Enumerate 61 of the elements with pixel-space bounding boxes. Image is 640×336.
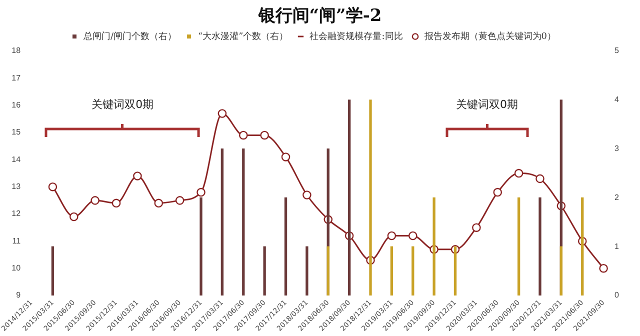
y2-tick-label: 3 <box>614 144 620 154</box>
chart-title: 银行间“闸”学-2 <box>257 5 383 27</box>
point <box>175 196 184 205</box>
bar <box>581 197 584 296</box>
bar <box>517 197 520 296</box>
y-tick-label: 17 <box>12 73 22 82</box>
y2-tick-label: 2 <box>614 192 620 202</box>
bar <box>326 246 330 296</box>
y2-tick-label: 0 <box>614 290 620 300</box>
bar <box>432 197 436 296</box>
bar <box>51 246 54 296</box>
bar <box>263 246 266 296</box>
point <box>281 152 290 162</box>
y-tick-label: 12 <box>12 209 22 218</box>
point <box>387 231 396 240</box>
bar <box>560 246 563 296</box>
bar <box>412 246 414 296</box>
y-tick-label: 10 <box>12 264 22 273</box>
point <box>112 198 121 208</box>
bar <box>220 148 224 296</box>
annotation: 关键词双0期 <box>456 98 518 112</box>
y-tick-label: 14 <box>12 154 22 164</box>
y-tick-label: 13 <box>12 182 22 192</box>
point <box>260 130 269 140</box>
legend-label: 总闸门/闸门个数（右） <box>82 30 177 42</box>
point <box>493 188 502 197</box>
point <box>238 130 248 140</box>
point <box>536 174 544 184</box>
point <box>196 188 206 197</box>
y-tick-label: 11 <box>12 236 22 246</box>
y2-tick-label: 4 <box>614 95 620 104</box>
bar <box>306 246 308 296</box>
legend-label: 社会融资规模存量:同比 <box>310 30 403 42</box>
y2-tick-label: 1 <box>614 242 620 251</box>
y-tick-label: 15 <box>12 128 22 137</box>
point <box>302 190 312 200</box>
point <box>472 223 481 232</box>
point <box>133 172 142 180</box>
point <box>599 264 608 273</box>
point <box>408 231 418 240</box>
bar <box>284 197 288 296</box>
legend-label: “大水漫灌”个数（右） <box>198 30 288 42</box>
bar <box>369 100 372 296</box>
y2-tick-label: 5 <box>614 46 620 56</box>
bar <box>538 197 542 296</box>
bar <box>454 246 457 296</box>
bar <box>348 100 351 296</box>
annotation: 关键词双0期 <box>92 98 154 112</box>
point <box>90 196 100 205</box>
legend-label: 报告发布期（黄色点关键词为0） <box>423 30 556 42</box>
bar <box>242 148 245 296</box>
bar <box>390 246 394 296</box>
bar <box>200 197 202 296</box>
point <box>514 168 524 178</box>
point <box>48 182 58 192</box>
point <box>70 212 78 222</box>
point <box>154 198 164 208</box>
y-tick-label: 9 <box>16 290 22 300</box>
point <box>218 109 227 118</box>
y-tick-label: 16 <box>12 100 22 110</box>
y-tick-label: 18 <box>12 46 22 56</box>
